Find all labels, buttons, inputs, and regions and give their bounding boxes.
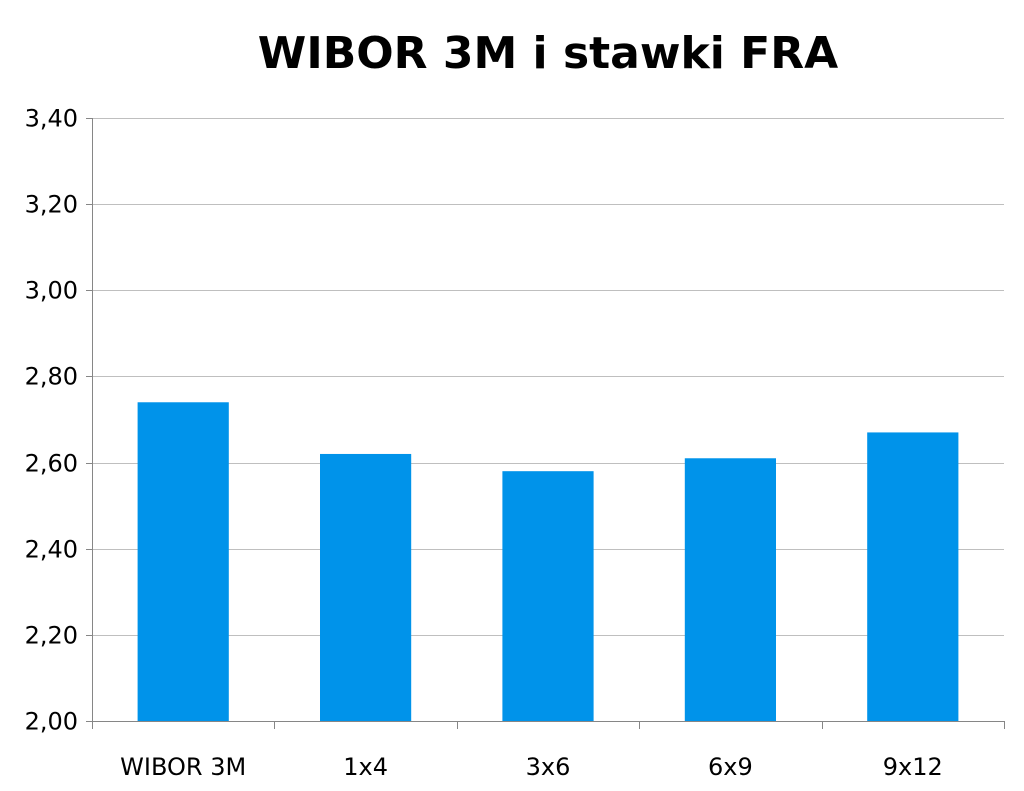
bar xyxy=(320,453,412,721)
x-tick-label: 1x4 xyxy=(343,753,388,781)
axes xyxy=(86,118,1005,729)
y-tick-label: 2,80 xyxy=(25,363,78,391)
tick-labels: 2,00 2,20 2,40 2,60 2,80 3,00 3,20 3,40 WIBOR 3M… xyxy=(25,105,943,782)
bar xyxy=(137,402,229,721)
y-tick-label: 2,40 xyxy=(25,536,78,564)
bar xyxy=(684,458,776,721)
chart-title: WIBOR 3M i stawki FRA xyxy=(257,28,839,79)
bar xyxy=(867,432,959,721)
y-tick-label: 2,60 xyxy=(25,450,78,478)
bar xyxy=(502,471,594,721)
y-tick-label: 2,00 xyxy=(25,708,78,736)
x-tick-label: 6x9 xyxy=(708,753,753,781)
x-tick-label: WIBOR 3M xyxy=(120,753,246,781)
y-tick-label: 3,00 xyxy=(25,277,78,305)
x-tick-label: 9x12 xyxy=(883,753,943,781)
x-tick-label: 3x6 xyxy=(526,753,571,781)
y-tick-label: 3,40 xyxy=(25,105,78,133)
bars xyxy=(137,402,959,721)
y-tick-label: 2,20 xyxy=(25,622,78,650)
y-tick-label: 3,20 xyxy=(25,191,78,219)
